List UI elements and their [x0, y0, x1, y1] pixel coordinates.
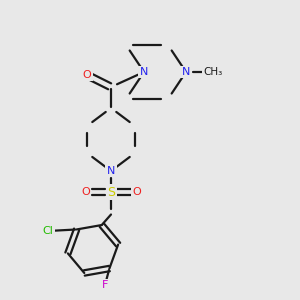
Text: F: F	[102, 280, 108, 290]
Text: Cl: Cl	[43, 226, 53, 236]
Text: N: N	[107, 166, 115, 176]
Text: O: O	[82, 70, 91, 80]
Text: N: N	[140, 67, 148, 77]
Text: S: S	[107, 185, 115, 199]
Text: N: N	[182, 67, 190, 77]
Text: O: O	[132, 187, 141, 197]
Text: O: O	[81, 187, 90, 197]
Text: CH₃: CH₃	[203, 67, 223, 77]
